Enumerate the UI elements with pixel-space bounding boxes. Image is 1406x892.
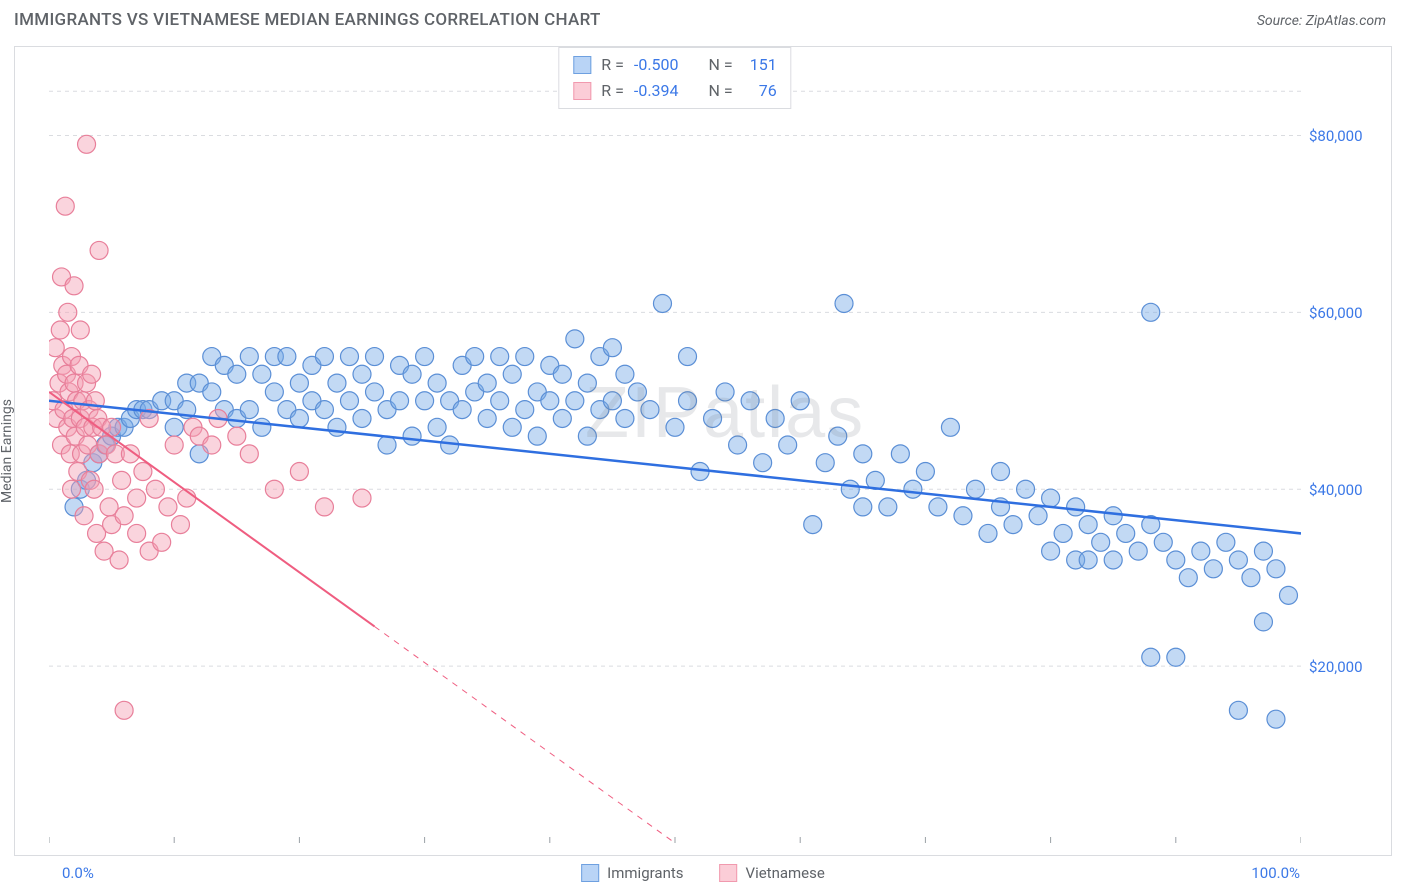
n-value: 76 bbox=[743, 78, 777, 104]
r-value: -0.500 bbox=[634, 52, 679, 78]
r-label: R = bbox=[601, 52, 624, 78]
n-value: 151 bbox=[743, 52, 777, 78]
n-label: N = bbox=[709, 78, 733, 104]
y-tick-label: $20,000 bbox=[1309, 658, 1363, 676]
r-label: R = bbox=[601, 78, 624, 104]
chart-container: Median Earnings ZIPatlas R =-0.500N =151… bbox=[14, 46, 1392, 856]
y-axis-label: Median Earnings bbox=[0, 399, 15, 503]
x-axis-row: 0.0% Immigrants Vietnamese 100.0% bbox=[14, 860, 1392, 886]
legend-swatch bbox=[573, 82, 591, 100]
legend-item: Vietnamese bbox=[720, 864, 825, 882]
n-label: N = bbox=[709, 52, 733, 78]
legend-swatch bbox=[573, 56, 591, 74]
y-tick-label: $60,000 bbox=[1309, 304, 1363, 322]
y-tick-label: $80,000 bbox=[1309, 127, 1363, 145]
stat-row: R = -0.394 N = 76 bbox=[573, 78, 776, 104]
legend-label: Vietnamese bbox=[746, 864, 825, 882]
series-legend: Immigrants Vietnamese bbox=[581, 864, 825, 882]
x-axis-min-label: 0.0% bbox=[62, 864, 94, 882]
legend-swatch bbox=[581, 864, 599, 882]
legend-item: Immigrants bbox=[581, 864, 683, 882]
source-attribution: Source: ZipAtlas.com bbox=[1257, 13, 1386, 29]
stat-row: R = -0.500 N = 151 bbox=[573, 52, 776, 78]
x-axis-max-label: 100.0% bbox=[1251, 864, 1300, 882]
legend-swatch bbox=[720, 864, 738, 882]
chart-title: IMMIGRANTS VS VIETNAMESE MEDIAN EARNINGS… bbox=[14, 10, 601, 30]
y-tick-label: $40,000 bbox=[1309, 481, 1363, 499]
legend-label: Immigrants bbox=[607, 864, 683, 882]
r-value: -0.394 bbox=[634, 78, 679, 104]
correlation-stats-box: R = -0.500 N = 151 R = -0.394 N = 76 bbox=[558, 47, 791, 109]
plot-area: ZIPatlas R =-0.500N =151R =-0.394N =76 bbox=[49, 47, 1301, 843]
